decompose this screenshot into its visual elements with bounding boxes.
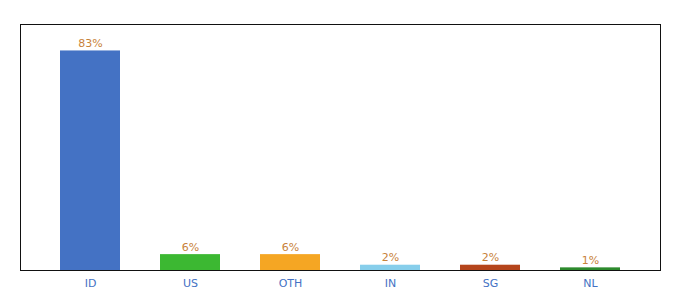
svg-text:SG: SG: [483, 277, 499, 290]
svg-text:IN: IN: [385, 277, 396, 290]
svg-text:OTH: OTH: [279, 277, 303, 290]
svg-text:6%: 6%: [282, 241, 299, 254]
svg-text:83%: 83%: [78, 37, 102, 50]
svg-text:US: US: [183, 277, 198, 290]
svg-text:2%: 2%: [482, 251, 499, 264]
svg-text:1%: 1%: [582, 254, 599, 267]
svg-text:ID: ID: [85, 277, 97, 290]
svg-text:NL: NL: [583, 277, 598, 290]
svg-text:6%: 6%: [182, 241, 199, 254]
svg-text:2%: 2%: [382, 251, 399, 264]
